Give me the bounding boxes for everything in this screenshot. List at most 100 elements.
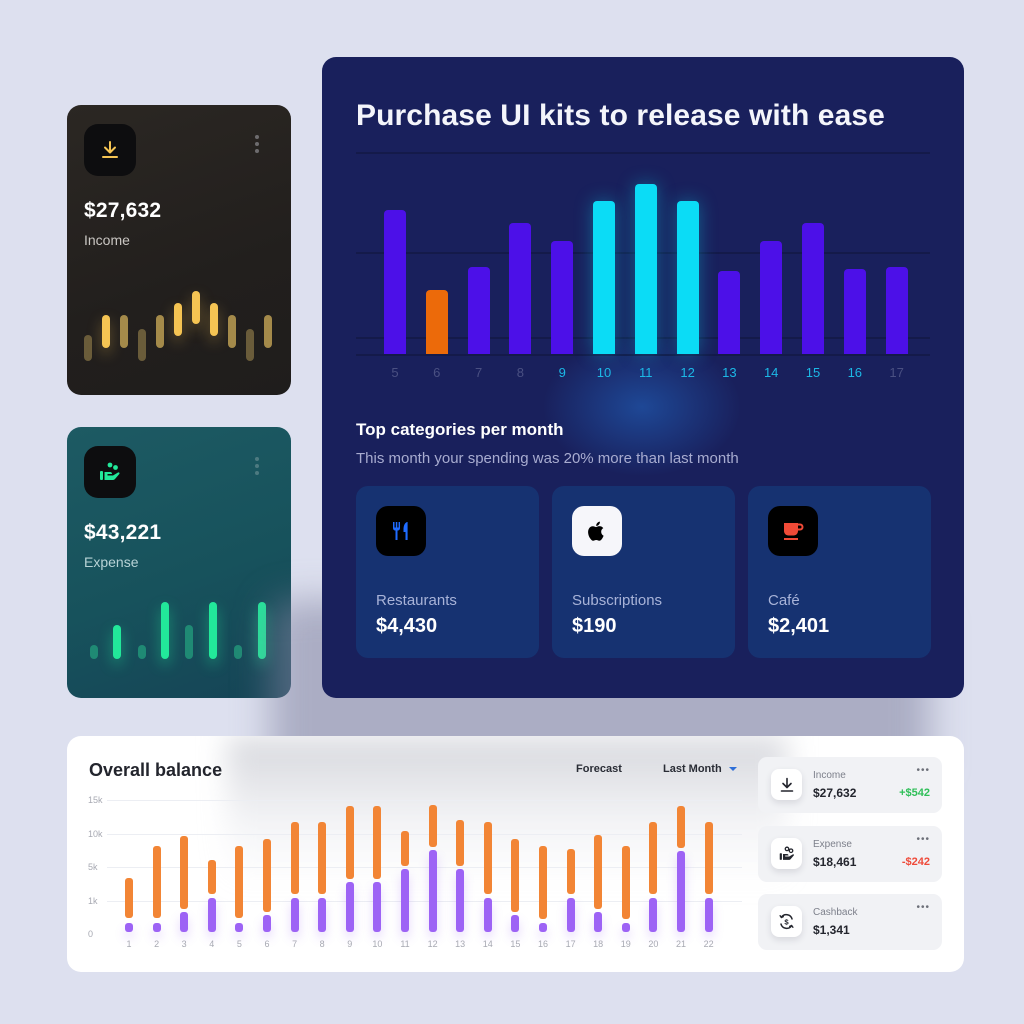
chart-bar[interactable] (634, 184, 657, 354)
stacked-bar-lower[interactable] (483, 898, 492, 932)
x-axis-label: 3 (181, 939, 187, 949)
chart-bar[interactable] (802, 223, 824, 354)
stacked-bar-upper[interactable] (401, 831, 409, 866)
chart-x-label: 7 (474, 365, 483, 380)
stacked-bar-upper[interactable] (649, 822, 658, 894)
category-card-restaurants[interactable]: Restaurants $4,430 (356, 486, 539, 658)
stacked-bar-upper[interactable] (318, 822, 327, 894)
stacked-bar-upper[interactable] (539, 846, 547, 919)
stacked-bar-lower[interactable] (594, 912, 603, 932)
more-icon[interactable]: ••• (916, 765, 930, 776)
section-title: Top categories per month (356, 420, 564, 439)
stacked-bar-lower[interactable] (704, 898, 713, 932)
stat-label: Income (813, 770, 846, 781)
x-axis-label: 13 (455, 939, 466, 949)
stacked-bar-upper[interactable] (207, 860, 216, 894)
stacked-bar-upper[interactable] (511, 839, 520, 912)
income-more-button[interactable] (254, 135, 260, 153)
stacked-bar-upper[interactable] (125, 878, 133, 918)
stacked-bar-lower[interactable] (263, 915, 271, 932)
stat-card-expense[interactable]: Expense $18,461 -$242 ••• (758, 826, 942, 882)
y-axis-label: 10k (88, 829, 103, 839)
chart-bar[interactable] (885, 267, 908, 354)
stacked-bar-lower[interactable] (318, 898, 327, 932)
x-axis-label: 16 (537, 939, 548, 949)
more-icon[interactable]: ••• (916, 902, 930, 913)
stacked-bar-lower[interactable] (373, 882, 382, 932)
chart-bar[interactable] (593, 201, 615, 354)
stacked-bar-lower[interactable] (621, 923, 630, 932)
stacked-bar-upper[interactable] (456, 820, 465, 866)
category-card-subscriptions[interactable]: Subscriptions $190 (552, 486, 735, 658)
expense-label: Expense (84, 554, 139, 570)
forecast-button[interactable]: Forecast (576, 763, 622, 775)
chart-bar[interactable] (425, 290, 448, 354)
chart-x-label: 9 (558, 365, 566, 380)
x-axis-label: 20 (648, 939, 659, 949)
stacked-bar-lower[interactable] (290, 898, 299, 932)
stat-card-cashback[interactable]: $ Cashback $1,341 ••• (758, 894, 942, 950)
stacked-bar-upper[interactable] (152, 846, 161, 918)
chart-bar[interactable] (843, 269, 866, 354)
stacked-bar-lower[interactable] (180, 912, 189, 932)
chart-bar[interactable] (718, 271, 741, 354)
stat-label: Cashback (813, 907, 858, 918)
stacked-bar-upper[interactable] (704, 822, 713, 894)
sparkline-bar (84, 335, 92, 361)
chart-bar[interactable] (676, 201, 699, 354)
chart-bar[interactable] (509, 223, 532, 354)
stacked-bar-upper[interactable] (594, 835, 603, 909)
category-card-cafe[interactable]: Café $2,401 (748, 486, 931, 658)
stacked-bar-lower[interactable] (345, 882, 354, 932)
expense-card[interactable]: $43,221 Expense (67, 427, 291, 698)
stacked-bar-lower[interactable] (125, 923, 133, 932)
expense-more-button[interactable] (254, 457, 260, 475)
stacked-bar-upper[interactable] (373, 806, 382, 879)
stacked-bar-upper[interactable] (263, 839, 271, 912)
stacked-bar-upper[interactable] (483, 822, 492, 894)
chart-bar[interactable] (384, 210, 406, 354)
stacked-bar-upper[interactable] (621, 846, 630, 919)
stacked-bar-lower[interactable] (235, 923, 244, 932)
sparkline-bar (228, 315, 236, 348)
chart-bar[interactable] (467, 267, 490, 354)
stacked-bar-upper[interactable] (566, 849, 575, 894)
download-icon (102, 141, 118, 158)
chart-bar[interactable] (551, 241, 574, 354)
stacked-bar-lower[interactable] (401, 869, 409, 932)
stacked-bar-lower[interactable] (456, 869, 465, 932)
stacked-bar-upper[interactable] (180, 836, 189, 909)
more-icon[interactable]: ••• (916, 834, 930, 845)
stacked-bar-upper[interactable] (345, 806, 354, 879)
fork-knife-icon (393, 522, 408, 540)
chart-x-label: 5 (391, 365, 399, 380)
stacked-bar-lower[interactable] (428, 850, 437, 932)
chart-gridline (107, 867, 742, 868)
stacked-bar-lower[interactable] (511, 915, 520, 932)
stacked-bar-lower[interactable] (207, 898, 216, 932)
stacked-bar-upper[interactable] (677, 806, 685, 848)
sparkline-bar (138, 645, 146, 659)
stat-icon-box (771, 838, 802, 869)
stacked-bar-lower[interactable] (152, 923, 161, 932)
stacked-bar-lower[interactable] (649, 898, 658, 932)
stacked-bar-lower[interactable] (677, 851, 685, 932)
coffee-cup-icon (784, 523, 804, 540)
stacked-bar-lower[interactable] (566, 898, 575, 932)
download-icon (780, 777, 793, 792)
expense-icon-box (84, 446, 136, 498)
stacked-bar-upper[interactable] (235, 846, 244, 918)
sparkline-bar (113, 625, 121, 659)
income-card[interactable]: $27,632 Income (67, 105, 291, 395)
x-axis-label: 14 (482, 939, 493, 949)
chart-bar[interactable] (760, 241, 783, 354)
stat-card-income[interactable]: Income $27,632 +$542 ••• (758, 757, 942, 813)
chart-x-label: 10 (596, 365, 612, 380)
kebab-dot (255, 149, 259, 153)
stacked-bar-lower[interactable] (539, 923, 547, 932)
stacked-bar-upper[interactable] (290, 822, 299, 894)
kebab-dot (255, 457, 259, 461)
period-dropdown[interactable]: Last Month (663, 763, 737, 775)
stacked-bar-upper[interactable] (428, 805, 437, 847)
sparkline-bar (120, 315, 128, 348)
